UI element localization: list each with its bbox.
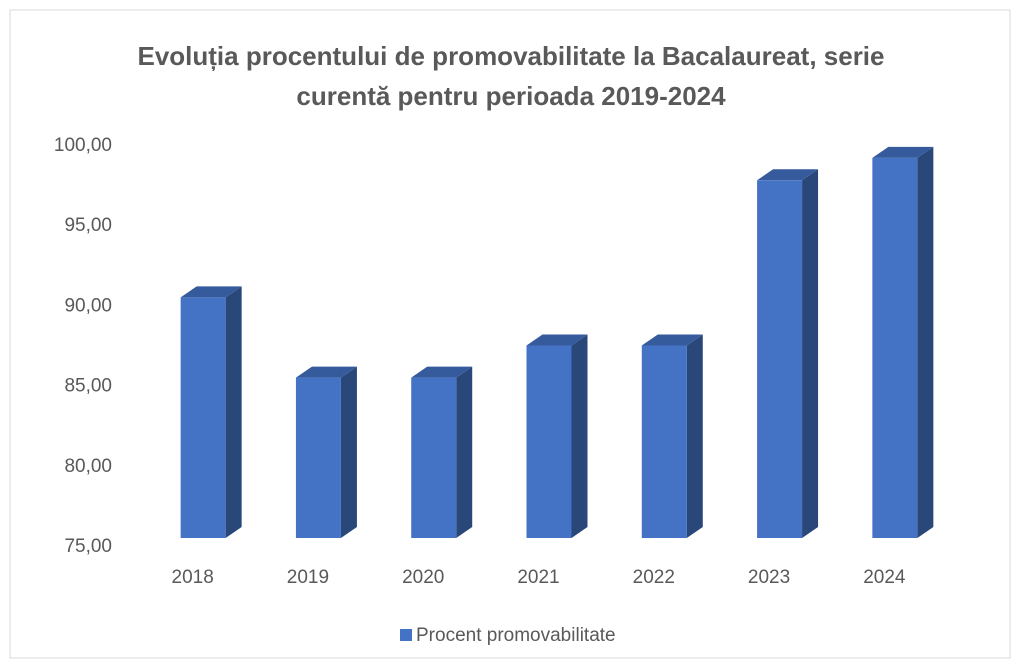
bar-side	[225, 286, 242, 538]
x-tick-label: 2019	[287, 567, 329, 588]
bar-side	[340, 366, 357, 538]
bar	[526, 345, 572, 538]
x-tick-label: 2020	[402, 567, 444, 588]
bar-side	[571, 334, 588, 538]
bar	[757, 180, 803, 539]
legend-swatch	[400, 629, 412, 641]
y-tick-label: 90,00	[64, 295, 112, 316]
x-tick-label: 2023	[748, 567, 790, 588]
legend-label: Procent promovabilitate	[416, 625, 616, 646]
bar-side	[917, 146, 934, 539]
bar-top	[411, 366, 473, 378]
bar	[872, 157, 918, 539]
bar	[295, 377, 341, 538]
bar-top	[641, 334, 703, 346]
bar	[180, 297, 226, 538]
bar	[641, 345, 687, 538]
bar-top	[872, 146, 934, 158]
bar-side	[456, 366, 473, 538]
x-tick-label: 2018	[172, 567, 214, 588]
bar-top	[757, 169, 819, 181]
chart-title: Evoluția procentului de promovabilitate …	[137, 41, 884, 71]
bar-top	[180, 286, 242, 298]
y-tick-label: 95,00	[64, 215, 112, 236]
y-tick-label: 75,00	[64, 536, 112, 557]
x-tick-label: 2024	[863, 567, 906, 588]
chart-frame	[9, 9, 1011, 659]
bar-side	[686, 334, 703, 538]
bar-side	[802, 169, 819, 539]
chart-title: curentă pentru perioada 2019-2024	[296, 81, 726, 111]
y-tick-label: 80,00	[64, 456, 112, 477]
bar-top	[295, 366, 357, 378]
x-tick-label: 2021	[517, 567, 559, 588]
bar-top	[526, 334, 588, 346]
y-tick-label: 100,00	[54, 135, 112, 156]
bar	[411, 377, 457, 538]
y-tick-label: 85,00	[64, 376, 112, 397]
x-tick-label: 2022	[633, 567, 675, 588]
